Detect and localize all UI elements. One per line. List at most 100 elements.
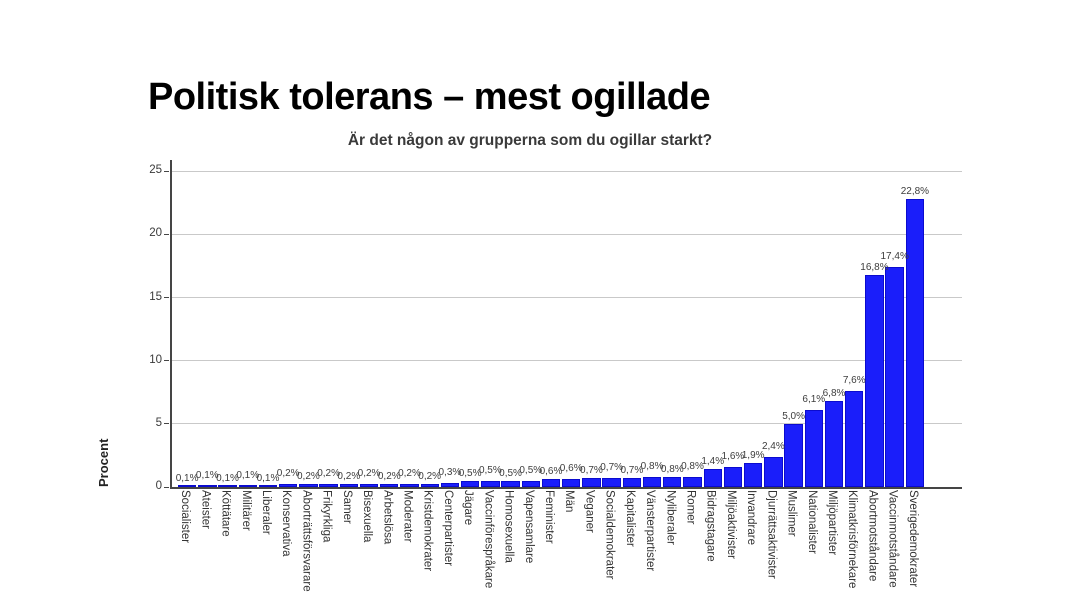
bar-value-label: 0,1% [216,472,239,484]
category-label: Socialister [179,490,192,544]
bar [319,484,338,487]
bar [743,463,763,487]
category-label: Konservativa [280,490,293,557]
bar-value-label: 0,5% [499,467,522,479]
bar [238,485,257,487]
category-label: Miljöaktivister [724,490,737,560]
bar-value-label: 0,1% [175,472,199,484]
category-label: Ateister [199,490,212,529]
gridline [172,170,962,172]
bar [804,410,823,487]
bar-value-label: 0,6% [539,466,563,478]
bar [198,485,217,487]
bar-value-label: 0,1% [236,469,260,481]
category-label: Djurrättsaktivister [765,490,778,579]
gridline [172,423,962,425]
bar-value-label: 0,1% [195,469,219,481]
bar [602,478,621,487]
bar [642,476,662,487]
category-label: Samer [340,490,353,524]
bar [400,484,419,487]
category-label: Män [563,490,576,513]
bar-value-label: 6,1% [802,394,826,405]
category-label: Feminister [543,490,555,544]
category-label: Veganer [583,490,596,533]
bar-value-label: 0,7% [600,462,624,474]
bar [339,484,359,487]
category-label: Bidragstagare [704,490,717,562]
category-label: Kristdemokrater [421,490,434,572]
category-label: Muslimer [785,490,798,537]
category-label: Jägare [462,490,475,526]
category-label: Nationalister [805,490,818,554]
y-tick-label: 25 [149,164,162,177]
bar [359,484,379,487]
y-tick-mark [164,233,169,235]
category-label: Militärer [239,490,252,531]
bar-value-label: 0,3% [438,467,462,479]
y-tick-mark [164,360,169,362]
bar-value-label: 7,6% [842,375,866,387]
bar-value-label: 0,2% [398,468,421,480]
bar-value-label: 0,5% [519,464,543,476]
page-title: Politisk tolerans – mest ogillade [148,76,711,118]
bar-value-label: 0,1% [256,472,280,484]
category-label: Köttätare [219,490,232,537]
category-label: Nyliberaler [664,490,677,545]
chart-title: Är det någon av grupperna som du ogillar… [347,132,713,149]
category-label: Vänsterpartister [644,490,657,572]
bar-value-label: 0,2% [357,468,381,480]
category-label: Centerpartister [441,490,454,567]
bar [481,480,500,487]
category-label: Abortmotståndare [866,490,879,582]
category-label: Moderater [401,490,414,543]
bar [865,274,884,487]
bar-value-label: 0,8% [660,463,684,475]
bar [885,267,904,487]
bar [562,479,581,487]
bar-value-label: 0,2% [276,468,300,480]
gridline [172,360,962,362]
y-tick-label: 15 [149,290,162,303]
bar [582,478,601,487]
category-label: Klimatkrisförnekare [846,490,859,589]
category-label: Aborträttsförsvarare [300,490,313,592]
bar [824,401,844,487]
bar-value-label: 0,2% [337,471,361,483]
bar [905,199,925,487]
bar [683,476,702,487]
bar-value-label: 5,0% [782,410,805,422]
bar [299,484,318,487]
bar-value-label: 0,8% [681,460,704,472]
bar-value-label: 1,4% [701,456,725,468]
y-tick-label: 0 [155,480,162,492]
bar-value-label: 0,8% [640,460,664,472]
y-tick-label: 5 [155,416,162,429]
category-label: Miljöpartister [826,490,839,556]
category-label: Invandrare [745,490,758,545]
y-tick-label: 10 [149,353,162,366]
category-label: Kapitalister [623,490,636,547]
category-label: Frikyrkliga [320,490,333,543]
category-label: Romer [684,490,697,525]
bar-value-label: 16,8% [860,261,889,273]
bar-value-label: 1,9% [741,450,765,462]
bar-value-label: 17,4% [880,251,909,263]
bar [258,485,278,487]
bar [521,480,540,487]
bar [663,476,682,487]
bar [218,485,237,487]
bar-value-label: 0,5% [458,467,482,479]
y-tick-mark [164,297,169,299]
category-label: Bisexuella [361,490,374,543]
gridline [172,297,962,299]
bar-value-label: 0,6% [559,463,583,475]
bar-value-label: 0,5% [478,464,502,476]
bar [380,484,399,487]
plot-area: 0,1% 0,1% 0,1% 0,1% 0,1% 0,2% 0,2% 0,2% 0,2% 0,2%… [170,160,962,489]
category-label: Vaccinmotståndare [886,490,899,588]
bar-value-label: 0,7% [580,465,603,477]
bar [541,479,561,487]
bar [420,484,439,487]
